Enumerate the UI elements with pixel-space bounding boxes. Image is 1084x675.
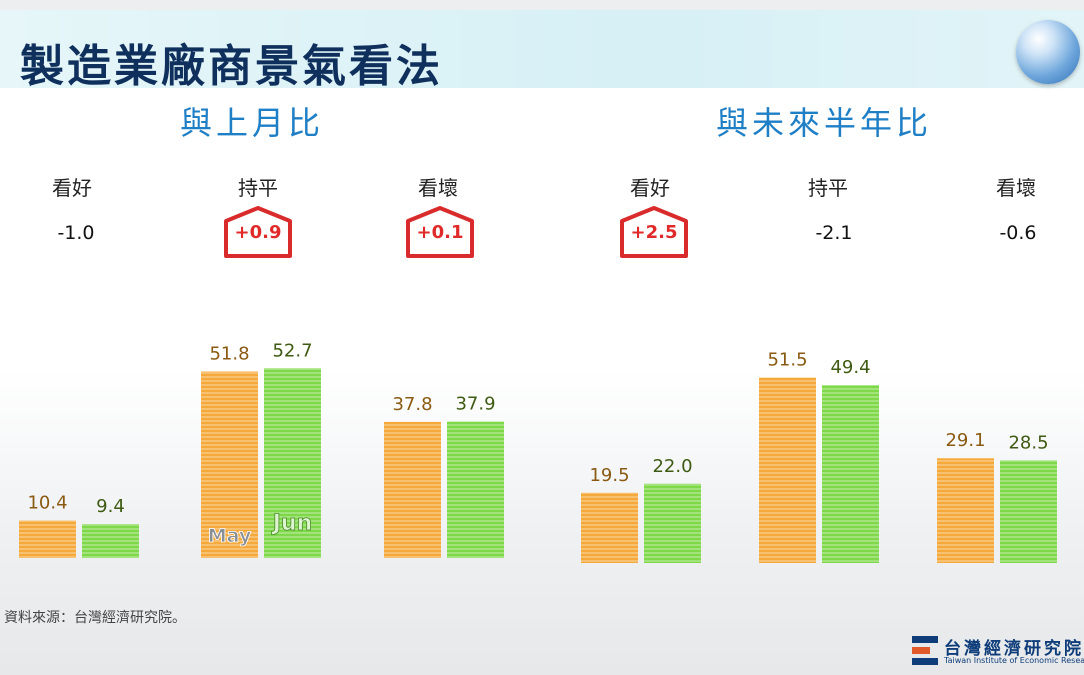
source-note: 資料來源：台灣經濟研究院。 bbox=[4, 610, 186, 626]
legend-label-may: May bbox=[208, 525, 252, 547]
page-title: 製造業廠商景氣看法 bbox=[20, 41, 443, 92]
globe-icon bbox=[1016, 20, 1080, 84]
category-label: 看好 bbox=[52, 176, 92, 200]
bar-texture bbox=[822, 385, 879, 563]
bar-texture bbox=[19, 520, 76, 558]
top-band bbox=[0, 0, 1084, 10]
data-label: 10.4 bbox=[27, 493, 67, 514]
bar-texture bbox=[581, 492, 638, 563]
data-label: 29.1 bbox=[945, 430, 985, 451]
category-label: 持平 bbox=[238, 176, 278, 200]
data-label: 22.0 bbox=[652, 456, 692, 477]
change-value: -0.6 bbox=[999, 222, 1037, 244]
data-label: 19.5 bbox=[589, 465, 629, 486]
data-label: 28.5 bbox=[1008, 432, 1048, 453]
institute-logo-icon bbox=[912, 636, 938, 665]
data-label: 37.9 bbox=[455, 394, 495, 415]
change-value: +0.1 bbox=[416, 222, 464, 243]
institute-name-en: Taiwan Institute of Economic Research bbox=[944, 656, 1084, 665]
bar-texture bbox=[644, 483, 701, 563]
institute-logo: 台灣經濟研究院 Taiwan Institute of Economic Res… bbox=[912, 632, 1084, 672]
change-value: +0.9 bbox=[234, 222, 282, 243]
highlight-frame-icon bbox=[620, 206, 688, 258]
legend-label-jun: Jun bbox=[271, 511, 313, 536]
change-value: +2.5 bbox=[630, 222, 678, 243]
category-label: 看壞 bbox=[418, 176, 458, 200]
bar-texture bbox=[937, 458, 994, 563]
title-bar: 製造業廠商景氣看法 bbox=[0, 10, 1084, 92]
institute-name: 台灣經濟研究院 bbox=[944, 639, 1084, 659]
section-title-month: 與上月比 bbox=[180, 104, 325, 142]
category-label: 看壞 bbox=[996, 176, 1036, 200]
bar-texture bbox=[201, 371, 258, 558]
change-value: -1.0 bbox=[57, 222, 95, 244]
highlight-frame-icon bbox=[406, 206, 474, 258]
category-label: 看好 bbox=[630, 176, 670, 200]
bar-texture bbox=[384, 421, 441, 558]
bar-texture bbox=[759, 377, 816, 563]
data-label: 51.5 bbox=[767, 350, 807, 371]
highlight-frame-icon bbox=[224, 206, 292, 258]
data-label: 51.8 bbox=[209, 344, 249, 365]
data-label: 37.8 bbox=[392, 394, 432, 415]
data-label: 52.7 bbox=[272, 340, 312, 361]
bar-texture bbox=[82, 524, 139, 558]
change-value: -2.1 bbox=[815, 222, 853, 244]
category-label: 持平 bbox=[808, 176, 848, 200]
bar-texture bbox=[264, 368, 321, 558]
bar-texture bbox=[447, 421, 504, 558]
data-label: 9.4 bbox=[96, 496, 125, 517]
data-label: 49.4 bbox=[830, 357, 870, 378]
section-title-halfyear: 與未來半年比 bbox=[716, 104, 933, 142]
bar-texture bbox=[1000, 460, 1057, 563]
